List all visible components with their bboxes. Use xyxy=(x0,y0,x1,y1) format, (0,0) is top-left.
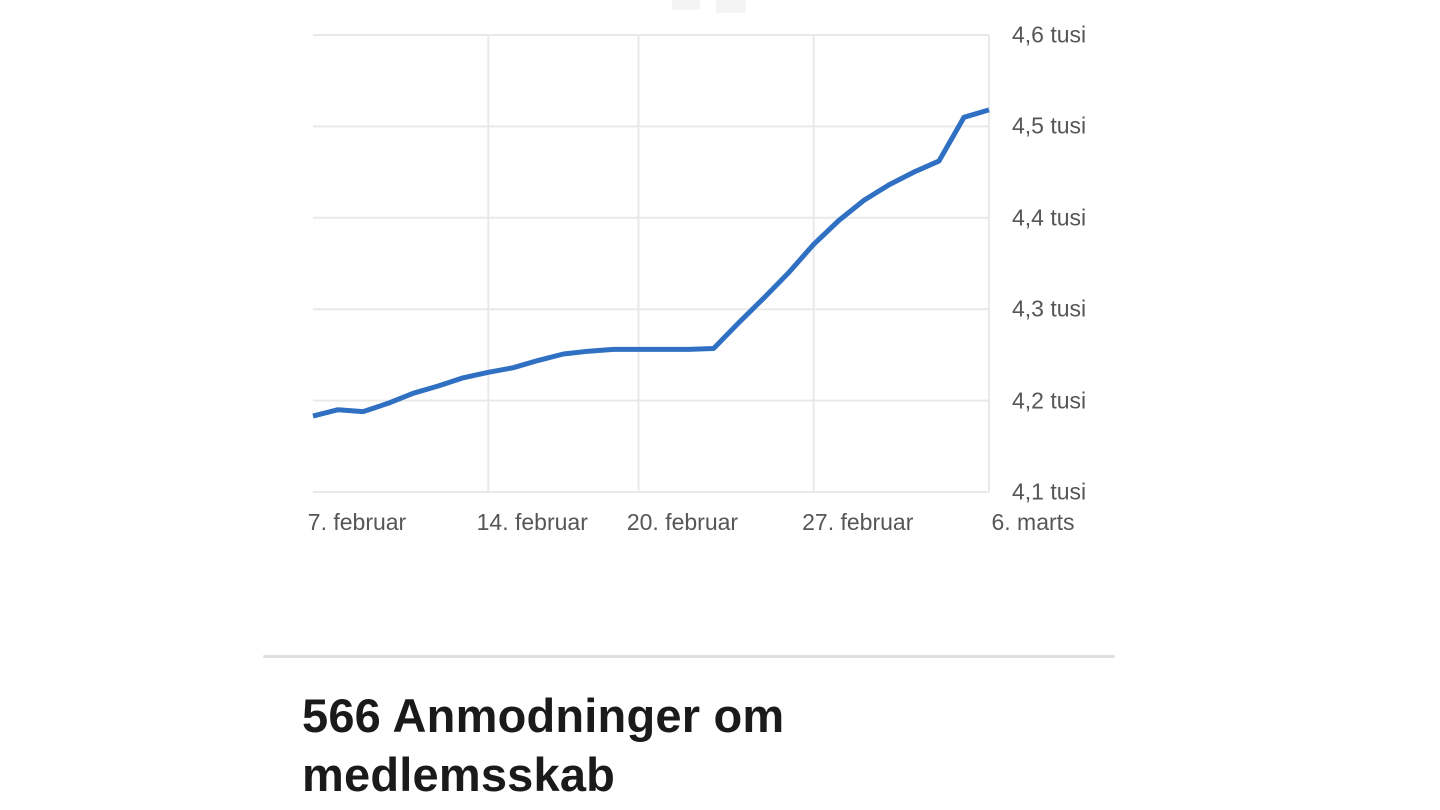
section-divider xyxy=(263,655,1115,658)
cropped-title-fragment xyxy=(672,0,700,10)
y-tick-label: 4,4 tusi xyxy=(1012,204,1087,231)
y-tick-label: 4,3 tusi xyxy=(1012,295,1087,322)
x-tick-label: 14. februar xyxy=(476,509,588,535)
plot-area xyxy=(312,34,990,493)
y-tick-label: 4,6 tusi xyxy=(1012,21,1087,48)
membership-requests-heading[interactable]: 566 Anmodninger om medlemsskab xyxy=(302,689,785,801)
y-tick-label: 4,2 tusi xyxy=(1012,387,1087,414)
x-tick-label: 27. februar xyxy=(802,509,914,535)
x-tick-label: 6. marts xyxy=(991,509,1075,535)
x-tick-label: 7. februar xyxy=(307,509,407,535)
cropped-title-fragment xyxy=(716,0,746,13)
membership-growth-line-chart: 4,1 tusi 4,2 tusi 4,3 tusi 4,4 tusi 4,5 tusi… xyxy=(307,21,1087,536)
y-tick-label: 4,5 tusi xyxy=(1012,112,1087,139)
data-line xyxy=(312,107,990,419)
x-tick-label: 20. februar xyxy=(626,509,739,535)
y-tick-label: 4,1 tusi xyxy=(1012,478,1087,505)
